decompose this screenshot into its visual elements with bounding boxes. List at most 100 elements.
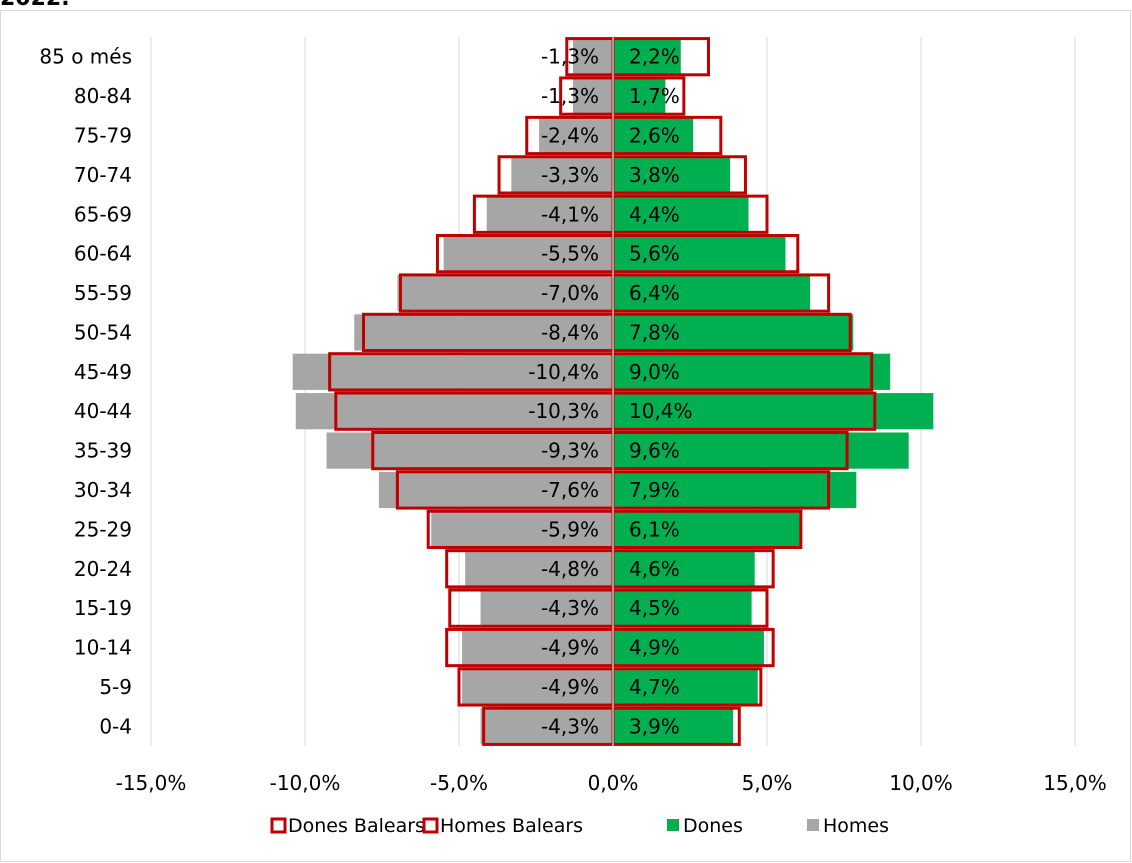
y-tick-label: 75-79 [74,123,132,147]
data-label-dones: 2,2% [629,45,680,69]
data-label-dones: 4,6% [629,557,680,581]
bar-homes [354,314,613,351]
x-tick-label: 5,0% [742,771,793,795]
data-label-homes: -8,4% [541,320,599,344]
y-tick-label: 55-59 [74,281,132,305]
y-tick-label: 15-19 [74,596,132,620]
x-tick-label: -10,0% [270,771,341,795]
legend-swatch [422,817,439,834]
x-axis-tick-labels: -15,0% -10,0% -5,0% 0,0% 5,0% 10,0% 15,0% [116,771,1107,795]
data-label-homes: -2,4% [541,123,599,147]
bar-homes [572,38,613,75]
y-tick-label: 60-64 [74,242,132,266]
legend-label: Dones [683,815,743,837]
bar-dones [613,471,857,509]
data-label-dones: 4,5% [629,596,680,620]
y-tick-label: 30-34 [74,478,132,502]
bar-dones [613,590,752,627]
legend-label: Homes [823,815,889,837]
bar-dones [613,668,758,706]
x-tick-label: -5,0% [430,771,488,795]
bar-homes [292,353,613,390]
y-tick-label: 25-29 [74,517,132,541]
bar-dones [613,156,731,193]
bar-dones [613,708,734,745]
data-label-homes: -4,9% [541,675,599,699]
data-label-homes: -5,5% [541,242,599,266]
bar-homes [378,471,613,509]
x-tick-label: 15,0% [1043,771,1107,795]
bar-homes [462,629,613,666]
bar-dones [613,235,786,272]
legend-label: Dones Balears [288,815,425,837]
bar-homes [443,235,613,272]
y-tick-label: 20-24 [74,557,132,581]
bar-dones [613,274,811,312]
y-tick-label: 0-4 [99,714,132,738]
bar-dones [613,38,681,75]
bar-dones [613,550,755,587]
y-tick-label: 50-54 [74,320,132,344]
data-label-homes: -3,3% [541,163,599,187]
bar-homes [295,393,613,430]
data-label-dones: 4,9% [629,636,680,660]
data-label-dones: 4,7% [629,675,680,699]
chart-frame [0,10,1131,862]
bar-dones [613,629,764,666]
bar-dones [613,77,666,115]
data-label-homes: -4,9% [541,636,599,660]
data-label-dones: 10,4% [629,399,693,423]
legend-swatch [807,819,819,831]
bar-homes [326,432,613,469]
data-label-homes: -7,6% [541,478,599,502]
page-title: 2022. [0,0,70,11]
bar-dones [613,314,854,351]
bar-homes [397,274,613,312]
data-label-homes: -1,3% [541,45,599,69]
data-label-homes: -10,4% [528,360,599,384]
data-label-dones: 5,6% [629,242,680,266]
bar-homes [539,117,613,154]
legend-swatch [667,819,679,831]
bar-homes [480,708,613,745]
y-axis-tick-labels: 85 o més 80-84 75-79 70-74 65-69 60-64 55-59 50… [39,45,132,739]
bar-homes [431,511,613,548]
bar-homes [480,590,613,627]
data-label-dones: 3,8% [629,163,680,187]
data-label-homes: -10,3% [528,399,599,423]
bar-homes [511,156,613,193]
data-label-homes: -4,3% [541,596,599,620]
data-label-homes: -9,3% [541,439,599,463]
bar-homes [486,196,613,233]
data-label-dones: 7,9% [629,478,680,502]
y-tick-label: 35-39 [74,439,132,463]
y-tick-label: 80-84 [74,84,132,108]
y-tick-label: 85 o més [39,45,132,69]
bar-dones [613,511,801,548]
data-label-dones: 9,6% [629,439,680,463]
data-label-homes: -1,3% [541,84,599,108]
bar-dones [613,353,891,390]
legend-label: Homes Balears [440,815,583,837]
data-labels: -1,3% -1,3% -2,4% -3,3% -4,1% -5,5% -7,0% -8,4%… [528,45,692,739]
data-label-homes: -4,3% [541,714,599,738]
data-label-dones: 9,0% [629,360,680,384]
data-label-homes: -4,1% [541,202,599,226]
legend-swatch [270,817,287,834]
y-tick-label: 5-9 [99,675,132,699]
data-label-homes: -5,9% [541,517,599,541]
bar-homes [465,550,613,587]
data-label-dones: 2,6% [629,123,680,147]
filled-bars [292,38,934,745]
data-label-dones: 6,4% [629,281,680,305]
bar-dones [613,393,934,430]
x-tick-label: 10,0% [889,771,953,795]
bar-homes [572,77,613,115]
x-tick-label: -15,0% [116,771,187,795]
y-tick-label: 10-14 [74,636,132,660]
data-label-homes: -7,0% [541,281,599,305]
bar-homes [462,668,613,706]
y-tick-label: 45-49 [74,360,132,384]
data-label-dones: 1,7% [629,84,680,108]
